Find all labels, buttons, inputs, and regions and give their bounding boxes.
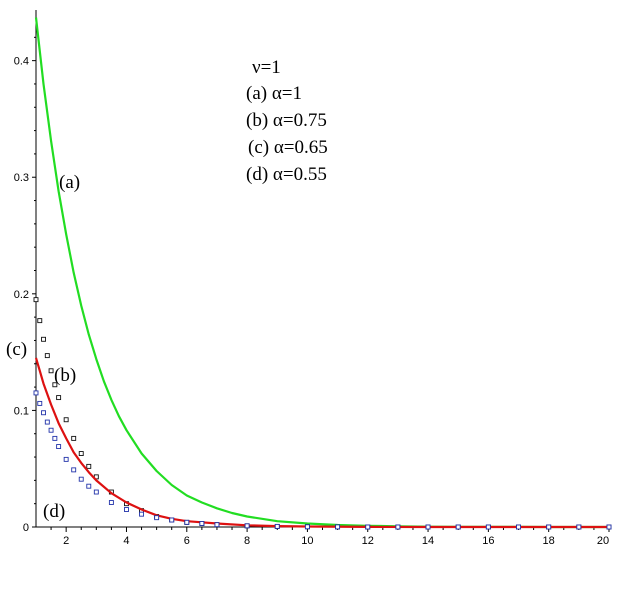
legend-line-d: (d) α=0.55: [246, 164, 327, 185]
data-point: [485, 524, 491, 530]
data-point: [48, 368, 54, 374]
x-tick-label: 8: [244, 535, 250, 547]
data-point: [169, 517, 175, 523]
data-point: [33, 390, 39, 396]
x-tick-label: 2: [63, 535, 69, 547]
data-point: [44, 353, 50, 359]
data-point: [71, 435, 77, 441]
data-point: [71, 467, 77, 473]
data-point: [78, 451, 84, 456]
data-point: [516, 524, 521, 530]
data-point: [214, 522, 220, 528]
data-point: [93, 489, 99, 495]
legend-line-b: (b) α=0.75: [246, 110, 327, 131]
x-tick-label: 12: [362, 535, 374, 547]
x-tick-label: 6: [184, 535, 190, 547]
x-tick-label: 14: [422, 535, 434, 547]
data-point: [606, 524, 612, 530]
data-point: [63, 417, 69, 423]
data-point: [244, 523, 250, 529]
data-point: [33, 297, 39, 303]
legend: ν=1 (a) α=1 (b) α=0.75 (c) α=0.65 (d) α=…: [246, 57, 328, 185]
data-point: [154, 515, 160, 521]
data-point: [37, 318, 43, 324]
data-point: [86, 483, 92, 489]
data-point: [199, 521, 205, 526]
legend-line-c: (c) α=0.65: [248, 137, 328, 158]
data-point: [37, 400, 43, 406]
data-point: [48, 427, 54, 433]
y-tick-label: 0.1: [14, 405, 29, 417]
data-point: [365, 524, 371, 530]
curve-labels: (a) (b) (c) (d): [6, 172, 80, 522]
y-tick-label: 0.3: [14, 172, 29, 184]
data-point: [576, 524, 582, 530]
x-tick-label: 18: [543, 535, 555, 547]
data-point: [52, 435, 58, 441]
data-point: [425, 524, 431, 530]
curve-label-c: (c): [6, 339, 27, 360]
data-point: [41, 410, 46, 416]
data-point: [108, 500, 114, 505]
data-point: [304, 524, 310, 530]
x-tick-label: 16: [482, 535, 494, 547]
y-tick-label: 0.2: [14, 289, 29, 301]
data-point: [86, 463, 92, 469]
curve-label-d: (d): [43, 501, 65, 522]
data-point: [52, 382, 58, 388]
data-point: [139, 511, 145, 517]
series-0: [34, 17, 609, 529]
data-point: [395, 524, 401, 530]
data-point: [56, 444, 62, 450]
x-tick-label: 4: [123, 535, 129, 547]
series-1: [33, 297, 612, 530]
series-3: [33, 390, 612, 530]
series-line: [34, 17, 609, 529]
data-point: [335, 524, 341, 530]
data-point: [63, 456, 69, 462]
series-line: [34, 357, 609, 529]
data-point: [56, 395, 62, 401]
data-point: [41, 336, 46, 342]
legend-line-a: (a) α=1: [246, 83, 302, 104]
data-point: [184, 519, 190, 525]
series-layer: [33, 17, 612, 530]
x-tick-label: 20: [597, 535, 609, 547]
data-point: [546, 524, 552, 530]
legend-line-nu: ν=1: [252, 57, 281, 78]
data-point: [124, 507, 129, 512]
y-tick-label: 0: [23, 522, 29, 534]
x-tick-label: 10: [301, 535, 313, 547]
data-point: [274, 523, 280, 529]
tick-labels: 2 4 6 8 10 12 14 16 18 20 0 0.1 0.2 0.3 0.4: [14, 56, 609, 547]
y-tick-label: 0.4: [14, 56, 29, 68]
data-point: [78, 476, 84, 482]
curve-label-a: (a): [59, 172, 80, 193]
data-point: [455, 524, 461, 530]
series-2: [34, 357, 609, 529]
data-point: [44, 419, 50, 425]
curve-label-b: (b): [54, 365, 76, 386]
axes: [32, 10, 610, 532]
